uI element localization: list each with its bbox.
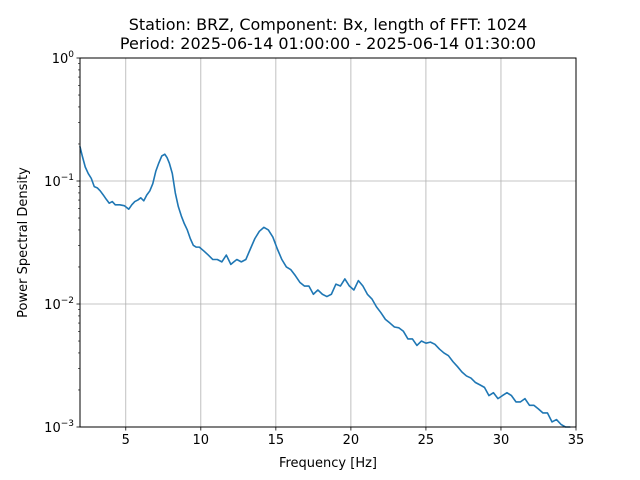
x-tick-label: 15 (268, 433, 285, 448)
y-tick-label: 10−3 (44, 419, 74, 436)
y-tick-label: 100 (52, 50, 75, 67)
x-tick-label: 25 (418, 433, 435, 448)
x-tick-label: 35 (568, 433, 585, 448)
y-tick-label: 10−1 (44, 173, 74, 190)
series-layer (79, 145, 571, 428)
chart-title-line-1: Station: BRZ, Component: Bx, length of F… (128, 15, 528, 34)
x-tick-label: 10 (193, 433, 210, 448)
x-tick-label: 30 (493, 433, 510, 448)
x-tick-label: 20 (343, 433, 360, 448)
grid-layer (80, 57, 577, 428)
x-tick-label: 5 (122, 433, 130, 448)
x-axis-label: Frequency [Hz] (279, 456, 377, 471)
y-tick-label: 10−2 (44, 296, 74, 313)
chart-title-line-2: Period: 2025-06-14 01:00:00 - 2025-06-14… (119, 34, 537, 53)
tick-layer: 5 10 15 20 25 30 35 100 10−1 10−2 10−3 (44, 50, 584, 448)
y-axis-label: Power Spectral Density (16, 167, 31, 318)
axes-frame (79, 57, 577, 428)
psd-series-line (79, 145, 571, 428)
